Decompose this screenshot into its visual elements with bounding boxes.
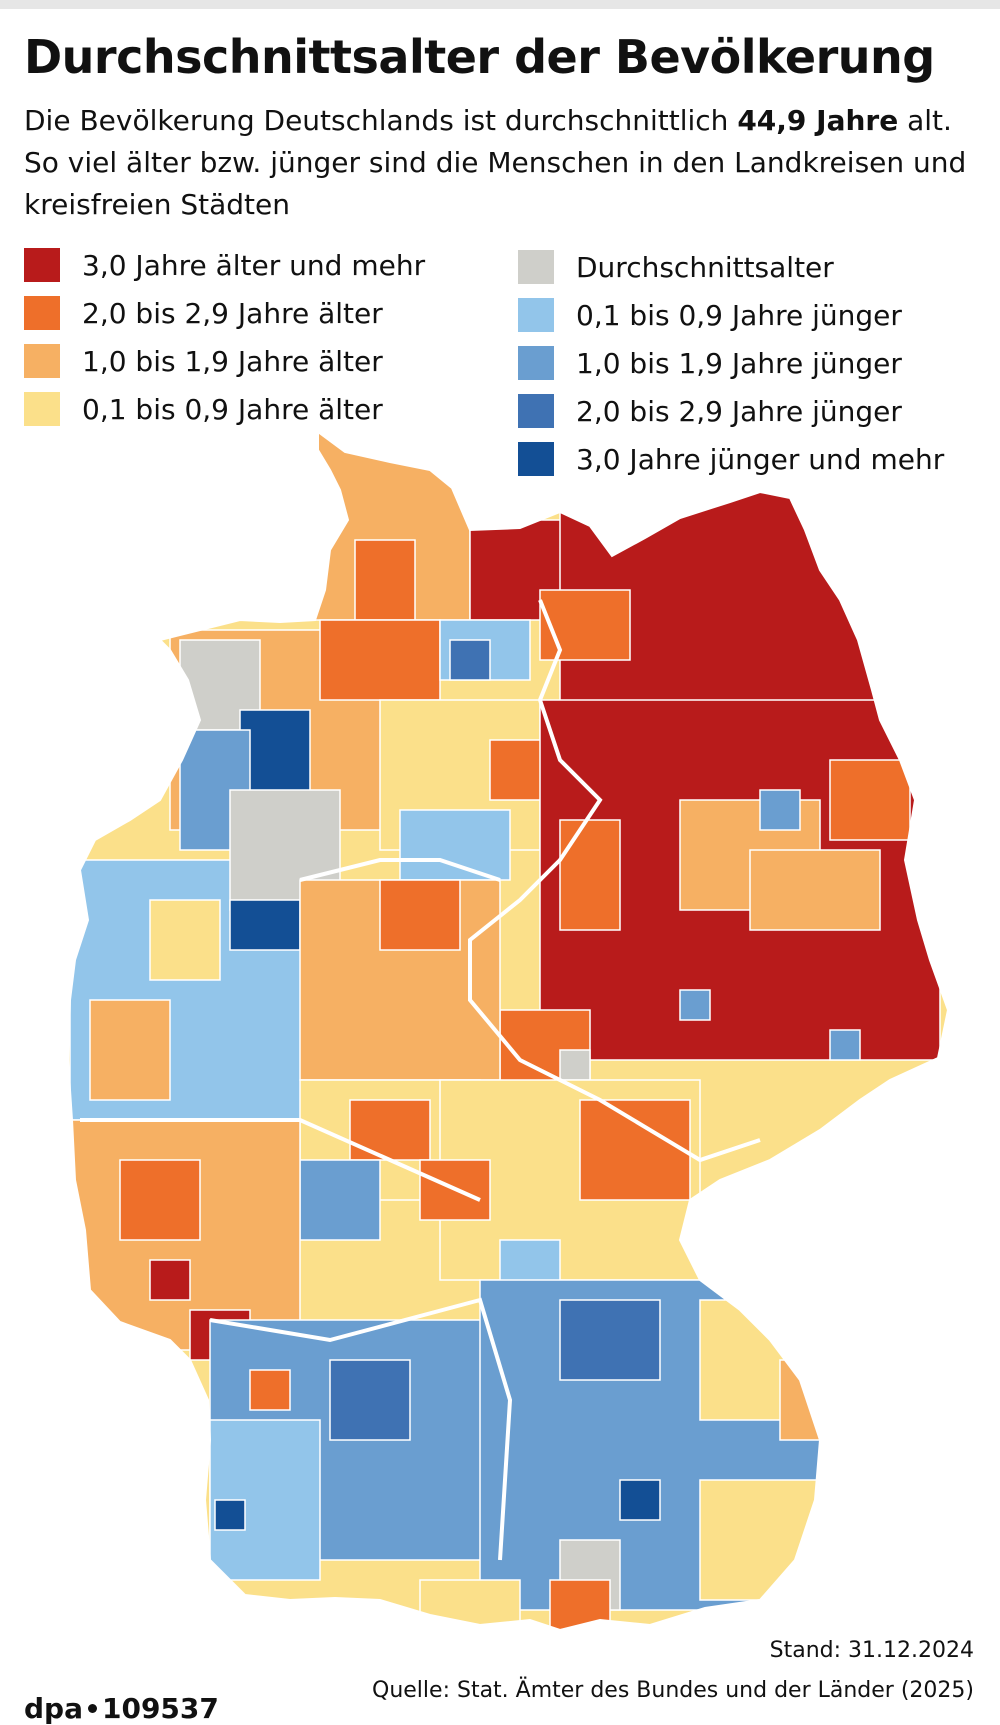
legend-label: 0,1 bis 0,9 Jahre jünger: [576, 298, 902, 332]
map-region-main-spessart: [419, 1159, 491, 1221]
map-region-dresden: [829, 1029, 861, 1061]
state-borders: [80, 599, 761, 1561]
map-region-frankfurt: [299, 1159, 381, 1241]
germany-outline: [66, 430, 950, 1632]
legend-label: 1,0 bis 1,9 Jahre älter: [82, 344, 383, 378]
map-region-vogelsberg: [349, 1099, 431, 1161]
legend-swatch: [518, 442, 554, 476]
map-region-hamburg: [449, 639, 491, 681]
legend-swatch: [518, 394, 554, 428]
legend-swatch: [518, 250, 554, 284]
map-region-freiburg: [214, 1499, 246, 1531]
legend-swatch: [24, 296, 60, 330]
map-region-paderborn: [229, 899, 301, 951]
brand-dot-icon: [87, 1703, 97, 1713]
subtitle: Die Bevölkerung Deutschlands ist durchsc…: [24, 100, 984, 226]
legend-swatch: [518, 346, 554, 380]
stand-date: Stand: 31.12.2024: [769, 1638, 974, 1663]
map-region-rhine: [89, 999, 171, 1101]
map-region-erfurt: [559, 1049, 591, 1081]
map-region-dahme-spreewald: [749, 849, 881, 931]
legend-label: 3,0 Jahre älter und mehr: [82, 248, 426, 282]
map-region-uckermark: [829, 759, 911, 841]
map-region-regensburg: [559, 1299, 661, 1381]
map-region-cuxhaven: [319, 619, 441, 701]
legend-label: 2,0 bis 2,9 Jahre älter: [82, 296, 383, 330]
subtitle-average-age: 44,9 Jahre: [737, 104, 899, 137]
source-note: Quelle: Stat. Ämter des Bundes und der L…: [372, 1678, 974, 1703]
map-region-leipzig: [679, 989, 711, 1021]
legend-item-1-older: 1,0 bis 1,9 Jahre älter: [24, 342, 383, 380]
brand-number: 109537: [101, 1692, 219, 1725]
legend-item-3-younger: 3,0 Jahre jünger und mehr: [518, 440, 944, 478]
map-region-berlin: [759, 789, 801, 831]
legend-item-average: Durchschnittsalter: [518, 248, 834, 286]
map-region-nordwestmecklenburg: [539, 589, 631, 661]
map-region-bad-toelz: [549, 1579, 611, 1630]
legend-label: 3,0 Jahre jünger und mehr: [576, 442, 945, 476]
map-region-nordfriesland: [354, 539, 416, 621]
map-region-pirmasens: [149, 1259, 191, 1301]
map-region-stuttgart: [329, 1359, 411, 1441]
legend-item-3-older: 3,0 Jahre älter und mehr: [24, 246, 425, 284]
legend-swatch: [24, 344, 60, 378]
legend-item-2-older: 2,0 bis 2,9 Jahre älter: [24, 294, 383, 332]
subtitle-text-continued: alt. So viel älter bzw. jünger sind die …: [24, 104, 967, 221]
map-region-baden-baden: [249, 1369, 291, 1411]
legend-label: 2,0 bis 2,9 Jahre jünger: [576, 394, 902, 428]
legend-item-2-younger: 2,0 bis 2,9 Jahre jünger: [518, 392, 902, 430]
legend-item-0-older: 0,1 bis 0,9 Jahre älter: [24, 390, 383, 428]
legend-item-1-younger: 1,0 bis 1,9 Jahre jünger: [518, 344, 902, 382]
brand-prefix: dpa: [24, 1692, 83, 1725]
map-region-eifel: [119, 1159, 201, 1241]
legend-label: 1,0 bis 1,9 Jahre jünger: [576, 346, 902, 380]
map-region-kassel: [379, 879, 461, 951]
map-region-lindau: [419, 1579, 521, 1630]
map-region-munich: [619, 1479, 661, 1521]
legend-swatch: [24, 248, 60, 282]
subtitle-text: Die Bevölkerung Deutschlands ist durchsc…: [24, 104, 738, 137]
legend-swatch: [518, 298, 554, 332]
page-title: Durchschnittsalter der Bevölkerung: [24, 30, 935, 84]
legend-label: 0,1 bis 0,9 Jahre älter: [82, 392, 383, 426]
map-region-altmark: [559, 819, 621, 931]
legend-item-0-younger: 0,1 bis 0,9 Jahre jünger: [518, 296, 902, 334]
map-region-ruhr: [149, 899, 221, 981]
germany-choropleth-map: [66, 430, 950, 1632]
dpa-brand: dpa 109537: [24, 1692, 219, 1725]
map-region-hannover: [399, 809, 511, 881]
map-region-upper-franconia: [579, 1099, 691, 1201]
map-region-passau: [779, 1359, 841, 1441]
legend-swatch: [24, 392, 60, 426]
legend-label: Durchschnittsalter: [576, 250, 834, 284]
top-bar: [0, 0, 1000, 9]
